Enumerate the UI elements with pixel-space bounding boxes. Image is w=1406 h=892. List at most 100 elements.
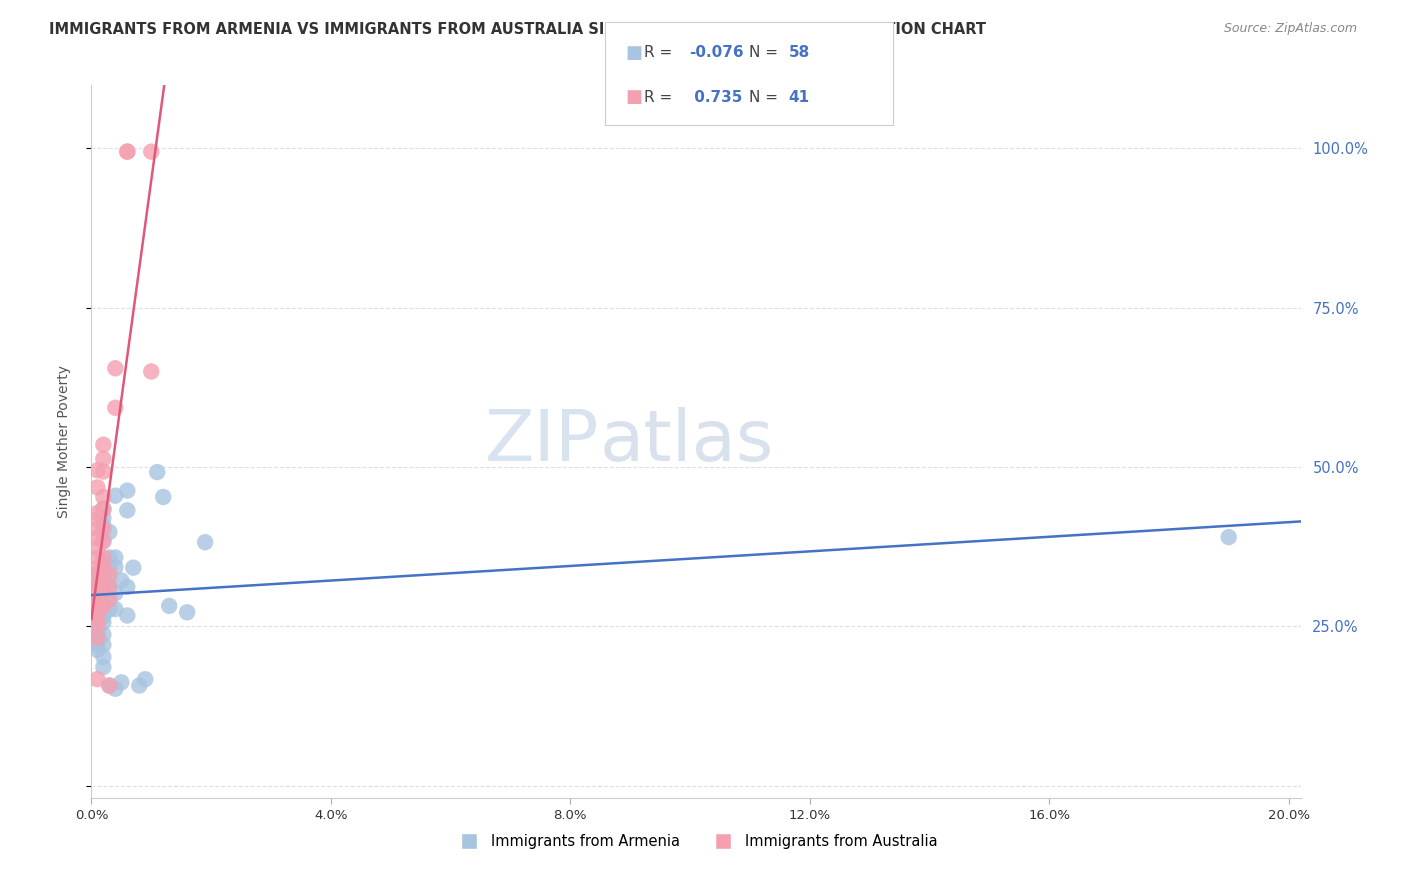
Point xyxy=(117,580,139,594)
Point xyxy=(86,463,108,477)
Point xyxy=(86,567,108,582)
Point xyxy=(86,605,108,619)
Point xyxy=(86,616,108,631)
Text: -0.076: -0.076 xyxy=(689,45,744,61)
Point xyxy=(98,602,121,616)
Point xyxy=(86,618,108,632)
Point xyxy=(104,681,127,696)
Point xyxy=(1218,530,1240,544)
Point xyxy=(98,679,121,693)
Point xyxy=(93,501,115,516)
Point xyxy=(86,621,108,635)
Point xyxy=(93,576,115,591)
Point xyxy=(104,586,127,600)
Point xyxy=(122,560,145,574)
Point xyxy=(104,489,127,503)
Point xyxy=(86,581,108,595)
Point xyxy=(128,679,150,693)
Point xyxy=(93,586,115,600)
Point xyxy=(86,506,108,520)
Point xyxy=(98,592,121,607)
Point xyxy=(141,145,163,159)
Point xyxy=(93,533,115,548)
Point xyxy=(86,586,108,600)
Legend: Immigrants from Armenia, Immigrants from Australia: Immigrants from Armenia, Immigrants from… xyxy=(449,829,943,855)
Point xyxy=(117,145,139,159)
Point xyxy=(98,570,121,584)
Point xyxy=(93,438,115,452)
Text: R =: R = xyxy=(644,45,678,61)
Point xyxy=(104,550,127,565)
Point xyxy=(98,550,121,565)
Point xyxy=(93,451,115,466)
Point xyxy=(98,592,121,607)
Point xyxy=(86,612,108,626)
Point xyxy=(86,635,108,649)
Point xyxy=(93,615,115,630)
Point xyxy=(86,643,108,657)
Point xyxy=(93,599,115,613)
Text: IMMIGRANTS FROM ARMENIA VS IMMIGRANTS FROM AUSTRALIA SINGLE MOTHER POVERTY CORRE: IMMIGRANTS FROM ARMENIA VS IMMIGRANTS FR… xyxy=(49,22,986,37)
Point xyxy=(117,483,139,498)
Text: 0.735: 0.735 xyxy=(689,89,742,104)
Point xyxy=(93,609,115,624)
Point xyxy=(86,609,108,624)
Point xyxy=(93,627,115,641)
Point xyxy=(86,599,108,613)
Point xyxy=(110,574,132,588)
Point xyxy=(93,649,115,664)
Point xyxy=(86,639,108,653)
Point xyxy=(93,550,115,565)
Text: 58: 58 xyxy=(789,45,810,61)
Point xyxy=(98,567,121,582)
Text: ZIP: ZIP xyxy=(485,407,599,476)
Point xyxy=(93,562,115,576)
Point xyxy=(80,568,103,582)
Point xyxy=(86,550,108,565)
Point xyxy=(86,625,108,640)
Point xyxy=(86,560,108,574)
Point xyxy=(104,361,127,376)
Point xyxy=(86,532,108,546)
Point xyxy=(104,401,127,415)
Text: 41: 41 xyxy=(789,89,810,104)
Point xyxy=(98,524,121,539)
Point xyxy=(134,672,156,686)
Point xyxy=(98,580,121,594)
Point xyxy=(86,630,108,644)
Point xyxy=(93,534,115,549)
Point xyxy=(110,675,132,690)
Point xyxy=(98,679,121,693)
Point xyxy=(86,591,108,605)
Point xyxy=(117,145,139,159)
Y-axis label: Single Mother Poverty: Single Mother Poverty xyxy=(56,365,70,518)
Point xyxy=(176,605,198,619)
Point xyxy=(86,480,108,494)
Point xyxy=(93,502,115,516)
Point xyxy=(86,580,108,594)
Point xyxy=(93,580,115,594)
Point xyxy=(93,518,115,533)
Point xyxy=(86,512,108,526)
Point xyxy=(152,490,174,504)
Point xyxy=(117,503,139,517)
Point xyxy=(86,672,108,686)
Point xyxy=(93,490,115,504)
Point xyxy=(141,364,163,378)
Point xyxy=(98,580,121,594)
Point xyxy=(146,465,169,479)
Point xyxy=(93,465,115,479)
Text: ■: ■ xyxy=(626,44,643,62)
Point xyxy=(86,522,108,536)
Text: Source: ZipAtlas.com: Source: ZipAtlas.com xyxy=(1223,22,1357,36)
Point xyxy=(104,602,127,616)
Point xyxy=(93,660,115,674)
Point xyxy=(104,560,127,574)
Point xyxy=(93,568,115,582)
Point xyxy=(86,592,108,607)
Point xyxy=(93,556,115,570)
Text: N =: N = xyxy=(749,89,783,104)
Point xyxy=(86,541,108,555)
Point xyxy=(93,638,115,652)
Point xyxy=(98,560,121,574)
